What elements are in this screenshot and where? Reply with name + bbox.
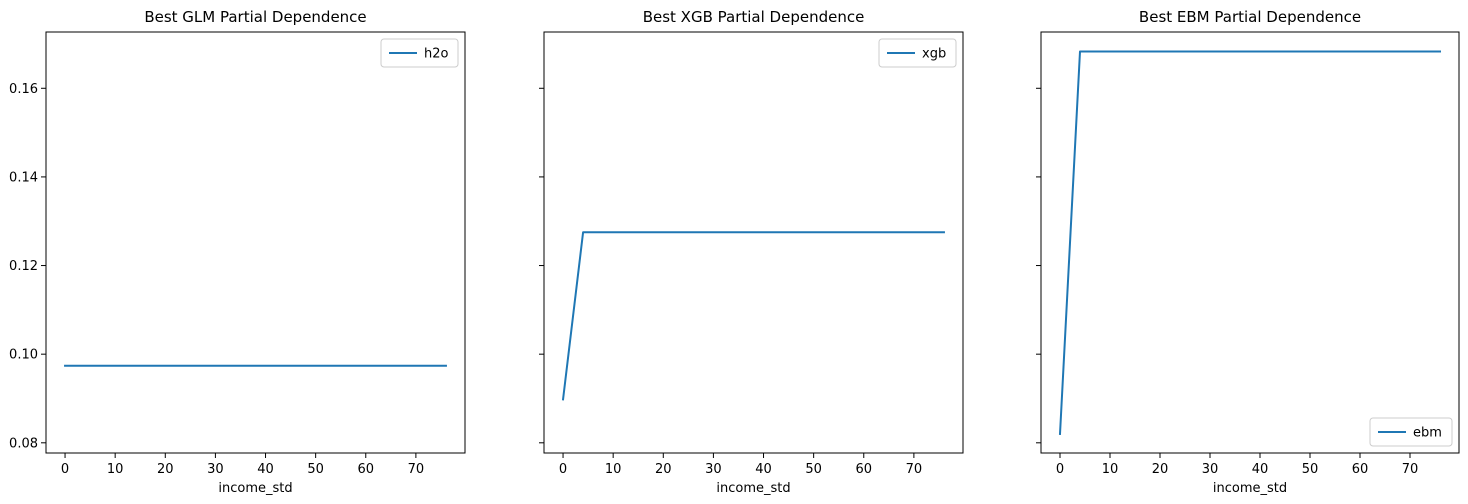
- x-tick-label: 10: [1102, 462, 1119, 477]
- subplot-2: 0 10 20 30 40 50 60 70 Best XGB Partial Dependen…: [539, 8, 964, 496]
- y-tick-label: 0.16: [9, 82, 38, 97]
- x-tick-label: 70: [906, 462, 923, 477]
- series-line-ebm: [1058, 50, 1441, 435]
- legend-label: h2o: [424, 47, 449, 62]
- subplot-title: Best EBM Partial Dependence: [1139, 8, 1361, 26]
- x-tick-label: 40: [257, 462, 274, 477]
- subplot-3: 0 10 20 30 40 50 60 70 Best EBM Partial Dependen…: [1036, 8, 1460, 496]
- x-tick-label: 10: [107, 462, 124, 477]
- x-tick-label: 0: [1056, 462, 1064, 477]
- legend-box: [878, 38, 957, 68]
- x-tick-label: 20: [157, 462, 174, 477]
- x-tick-label: 50: [307, 462, 324, 477]
- x-tick-label: 70: [408, 462, 425, 477]
- x-tick-label: 50: [805, 462, 822, 477]
- y-tick-label: 0.10: [9, 348, 38, 363]
- subplot-1: 0 10 20 30 40 50 60 70 0.08 0.10 0.12 0.14 0.16 Best …: [9, 8, 466, 496]
- x-axis-label: income_std: [218, 481, 292, 496]
- x-tick-label: 0: [61, 462, 69, 477]
- legend: ebm: [1369, 417, 1453, 447]
- x-tick-label: 40: [1252, 462, 1269, 477]
- legend-label: ebm: [1413, 426, 1442, 441]
- x-tick-label: 30: [1202, 462, 1219, 477]
- x-tick-label: 70: [1402, 462, 1419, 477]
- legend: xgb: [878, 38, 957, 68]
- x-tick-label: 40: [755, 462, 772, 477]
- x-tick-label: 30: [207, 462, 224, 477]
- x-axis-label: income_std: [716, 481, 790, 496]
- x-tick-label: 60: [855, 462, 872, 477]
- x-tick-label: 20: [1152, 462, 1169, 477]
- legend: h2o: [380, 38, 459, 68]
- y-tick-label: 0.14: [9, 170, 38, 185]
- legend-box: [380, 38, 459, 68]
- subplot-title: Best XGB Partial Dependence: [643, 8, 865, 26]
- x-tick-label: 60: [357, 462, 374, 477]
- x-tick-label: 10: [605, 462, 622, 477]
- x-tick-label: 50: [1302, 462, 1319, 477]
- x-tick-label: 0: [559, 462, 567, 477]
- x-tick-label: 60: [1352, 462, 1369, 477]
- subplot-title: Best GLM Partial Dependence: [144, 8, 366, 26]
- plot-area-frame: [543, 31, 964, 454]
- legend-box: [1369, 417, 1453, 447]
- y-tick-label: 0.12: [9, 259, 38, 274]
- series-line-xgb: [561, 231, 945, 401]
- plot-area-frame: [45, 31, 466, 454]
- legend-label: xgb: [922, 47, 946, 62]
- y-tick-label: 0.08: [9, 436, 38, 451]
- x-axis-label: income_std: [1213, 481, 1287, 496]
- plot-area-frame: [1040, 31, 1460, 454]
- x-tick-label: 20: [655, 462, 672, 477]
- x-tick-label: 30: [705, 462, 722, 477]
